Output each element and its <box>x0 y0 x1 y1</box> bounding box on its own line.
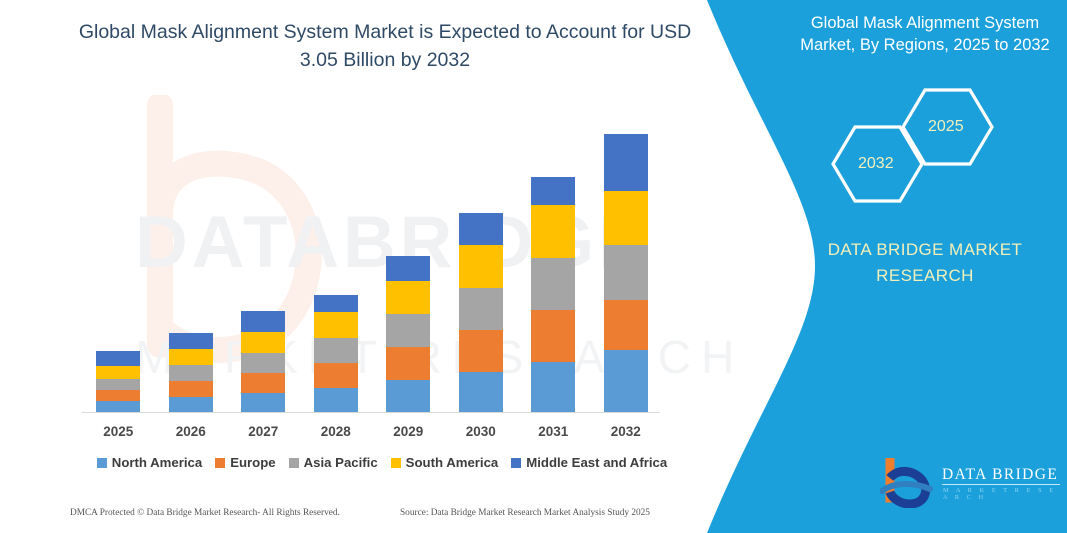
panel-content: Global Mask Alignment System Market, By … <box>700 0 1067 533</box>
logo-underline <box>942 484 1060 485</box>
bar-segment <box>241 353 286 373</box>
footer-source: Source: Data Bridge Market Research Mark… <box>400 508 650 518</box>
bar-segment <box>531 177 576 205</box>
bar-segment <box>168 333 213 349</box>
bar-segment <box>603 350 648 412</box>
panel-brand-name: DATA BRIDGE MARKET RESEARCH <box>795 237 1055 288</box>
bar-segment <box>386 314 431 347</box>
x-axis-tick-label: 2031 <box>538 424 569 439</box>
bar-segment <box>313 295 358 312</box>
logo-wordmark: DATA BRIDGE <box>942 466 1059 483</box>
legend-swatch-icon <box>288 457 299 468</box>
bar-segment <box>313 363 358 388</box>
legend-label: Asia Pacific <box>303 455 378 470</box>
bar-segment <box>241 311 286 332</box>
bar-segment <box>241 393 286 412</box>
bar-segment <box>96 366 141 379</box>
bar-column <box>96 351 141 412</box>
bar-segment <box>168 397 213 412</box>
bar-segment <box>386 256 431 281</box>
legend-label: South America <box>405 455 499 470</box>
x-axis-tick-label: 2025 <box>103 424 134 439</box>
bar-segment <box>531 205 576 258</box>
bar-segment <box>168 365 213 381</box>
bar-segment <box>96 390 141 401</box>
panel-brand-line1: DATA BRIDGE MARKET <box>827 240 1023 259</box>
bar-column <box>458 213 503 412</box>
bar-segment <box>386 281 431 314</box>
bar-segment <box>241 332 286 353</box>
panel-title: Global Mask Alignment System Market, By … <box>800 14 1050 55</box>
legend-item: South America <box>390 455 499 470</box>
bar-segment <box>458 330 503 372</box>
hexagon-label-2032: 2032 <box>858 155 894 172</box>
bar-segment <box>531 362 576 412</box>
bar-column <box>313 295 358 412</box>
bar-segment <box>313 312 358 338</box>
bar-segment <box>96 379 141 390</box>
x-axis-tick-label: 2032 <box>610 424 641 439</box>
bar-segment <box>96 351 141 366</box>
legend-swatch-icon <box>96 457 107 468</box>
legend-swatch-icon <box>215 457 226 468</box>
bar-segment <box>458 213 503 245</box>
chart-plot-area <box>82 100 662 412</box>
bar-segment <box>603 300 648 350</box>
bar-segment <box>313 388 358 412</box>
chart-title: Global Mask Alignment System Market is E… <box>78 21 692 72</box>
bar-segment <box>458 372 503 412</box>
x-axis-line <box>82 412 660 413</box>
bar-segment <box>531 310 576 362</box>
legend-label: North America <box>111 455 203 470</box>
x-axis-tick-label: 2030 <box>465 424 496 439</box>
bar-segment <box>168 381 213 397</box>
hexagon-badges: 2025 2032 <box>820 85 1020 210</box>
logo-mark-icon <box>879 457 933 509</box>
x-axis-tick-label: 2029 <box>393 424 424 439</box>
bar-segment <box>603 134 648 191</box>
bar-segment <box>458 245 503 288</box>
hexagon-label-2025: 2025 <box>928 118 964 135</box>
legend-item: Asia Pacific <box>288 455 378 470</box>
bar-segment <box>96 401 141 412</box>
bar-segment <box>603 191 648 245</box>
bar-segment <box>168 349 213 365</box>
legend-item: Middle East and Africa <box>511 455 667 470</box>
legend-label: Middle East and Africa <box>526 455 668 470</box>
panel-brand-line2: RESEARCH <box>876 265 974 285</box>
bar-column <box>241 311 286 412</box>
bar-segment <box>241 373 286 393</box>
x-axis-tick-label: 2028 <box>320 424 351 439</box>
bar-column <box>603 134 648 412</box>
x-axis-tick-label: 2027 <box>248 424 279 439</box>
bar-segment <box>603 245 648 300</box>
legend-item: Europe <box>215 455 276 470</box>
bar-segment <box>386 380 431 412</box>
x-axis-labels: 2025 2026 2027 2028 2029 2030 2031 2032 <box>82 420 662 444</box>
bar-column <box>168 333 213 412</box>
legend-swatch-icon <box>511 457 522 468</box>
x-axis-tick-label: 2026 <box>175 424 206 439</box>
bar-column <box>386 256 431 412</box>
chart-legend: North America Europe Asia Pacific South Ame… <box>82 455 682 470</box>
bar-segment <box>313 338 358 363</box>
bar-column <box>531 177 576 412</box>
legend-label: Europe <box>230 455 276 470</box>
footer-copyright: DMCA Protected © Data Bridge Market Rese… <box>70 508 340 518</box>
bar-segment <box>458 288 503 330</box>
bar-segment <box>531 258 576 310</box>
legend-item: North America <box>96 455 203 470</box>
bar-segment <box>386 347 431 380</box>
legend-swatch-icon <box>390 457 401 468</box>
data-bridge-logo: DATA BRIDGE M A R K E T R E S E A R C H <box>879 457 1065 510</box>
logo-subtitle: M A R K E T R E S E A R C H <box>943 487 1057 501</box>
